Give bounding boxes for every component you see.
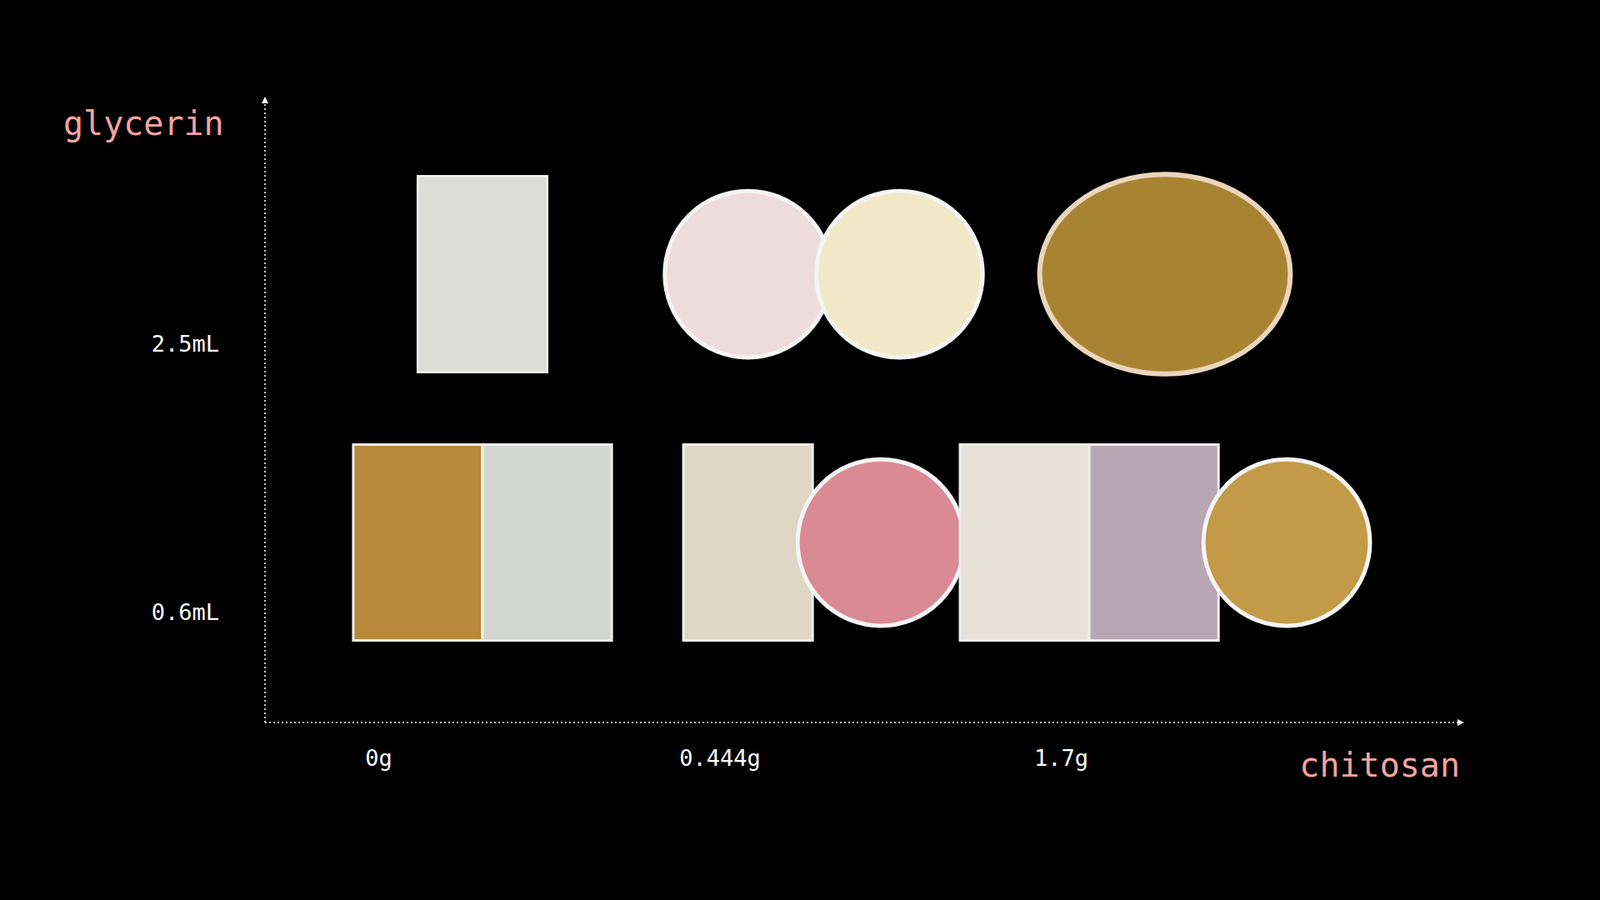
chart: 0.6mL 2.5mL 0g 0.444g 1.7g glycerin chitosan xyxy=(0,0,1600,900)
x-tick-label: 1.7g xyxy=(1034,745,1089,771)
sample-swatch xyxy=(816,190,984,358)
sample-dish xyxy=(816,190,984,358)
sample-film xyxy=(482,445,612,641)
y-axis-title: glycerin xyxy=(63,104,225,143)
background xyxy=(0,0,1600,900)
x-axis-title: chitosan xyxy=(1299,745,1460,785)
sample-film xyxy=(960,445,1090,641)
sample-swatch xyxy=(797,459,965,626)
sample-swatch xyxy=(960,445,1090,641)
samples xyxy=(353,174,1370,640)
y-tick: 0.6mL xyxy=(151,599,220,625)
sample-swatch xyxy=(353,445,483,641)
sample-dish xyxy=(1203,459,1370,626)
x-tick: 0g xyxy=(365,745,393,771)
y-axis-arrow xyxy=(261,96,269,104)
sample-film xyxy=(1089,445,1219,641)
sample-dish xyxy=(665,190,832,358)
x-tick: 1.7g xyxy=(1034,745,1089,771)
sample-swatch xyxy=(417,176,547,373)
sample-swatch xyxy=(1203,459,1370,626)
sample-dish xyxy=(797,459,965,626)
y-axis-line xyxy=(264,101,266,723)
sample-swatch xyxy=(482,445,612,641)
sample-film xyxy=(1040,174,1291,375)
sample-film xyxy=(417,176,547,373)
x-axis-arrow xyxy=(1457,719,1465,726)
sample-swatch xyxy=(1040,174,1291,375)
y-tick-label: 2.5mL xyxy=(151,330,220,357)
x-tick: 0.444g xyxy=(679,745,761,771)
x-tick-label: 0g xyxy=(365,745,393,771)
y-axis: 0.6mL 2.5mL xyxy=(151,330,220,625)
y-axis-domain xyxy=(219,345,220,614)
x-axis: 0g 0.444g 1.7g xyxy=(365,745,1089,771)
x-tick-label: 0.444g xyxy=(679,745,761,771)
y-tick: 2.5mL xyxy=(151,330,220,357)
sample-swatch xyxy=(683,445,813,641)
y-tick-label: 0.6mL xyxy=(151,599,220,625)
sample-film xyxy=(353,445,483,641)
sample-swatch xyxy=(1089,445,1219,641)
sample-swatch xyxy=(665,190,832,358)
x-axis-line xyxy=(265,721,1460,724)
sample-film xyxy=(683,445,813,641)
